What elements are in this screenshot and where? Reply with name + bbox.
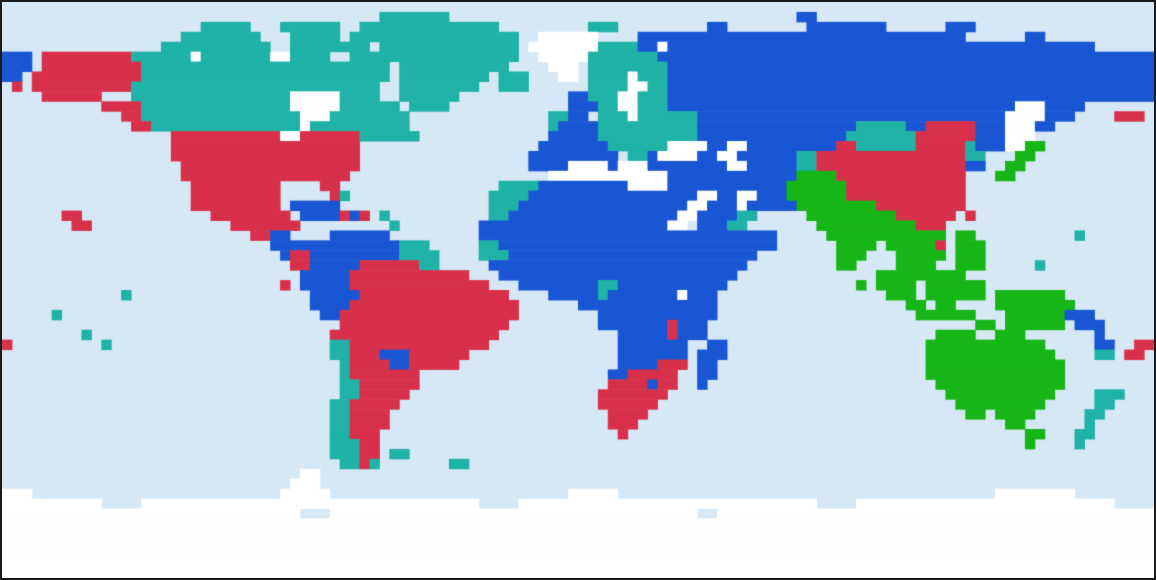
map-frame <box>0 0 1156 580</box>
world-map-canvas <box>2 2 1154 578</box>
